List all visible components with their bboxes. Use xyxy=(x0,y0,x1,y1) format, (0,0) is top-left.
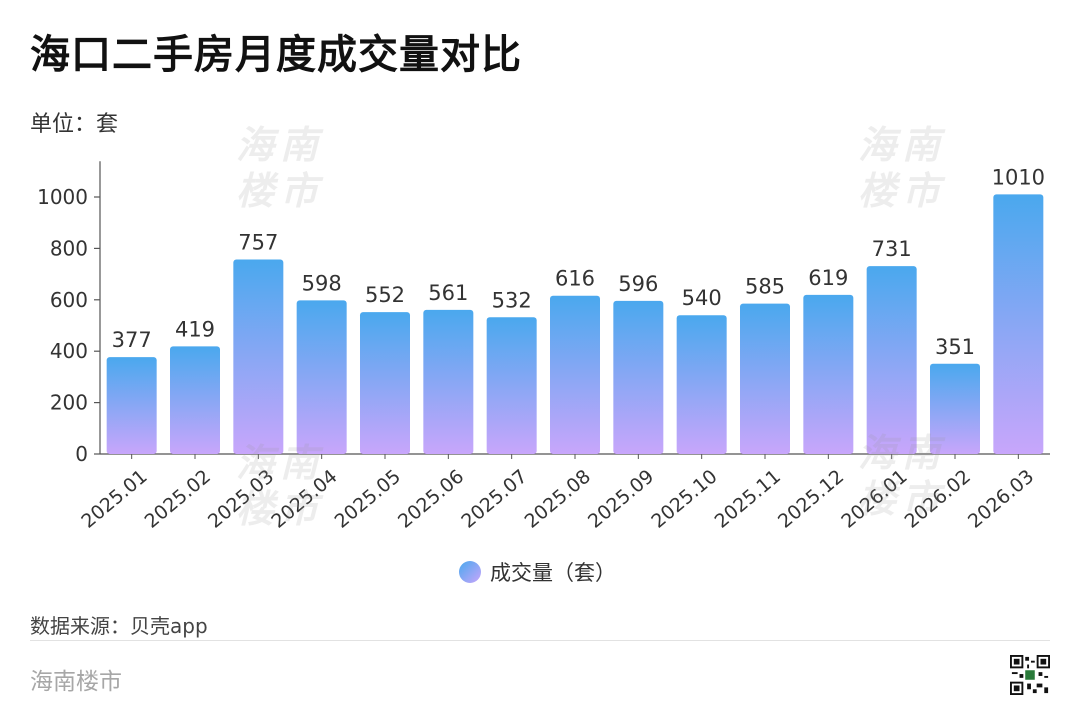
x-tick-label: 2025.09 xyxy=(584,465,658,532)
bar xyxy=(296,300,347,454)
qr-code-icon xyxy=(1010,655,1050,695)
x-tick-label: 2025.08 xyxy=(521,465,595,532)
bar-value-label: 351 xyxy=(935,335,975,359)
x-tick-label: 2026.03 xyxy=(964,465,1038,532)
y-tick-label: 1000 xyxy=(37,185,88,209)
bar xyxy=(993,194,1044,454)
x-tick-label: 2025.06 xyxy=(394,465,468,532)
bar-value-label: 419 xyxy=(175,317,215,341)
bar xyxy=(803,294,854,454)
x-tick-label: 2025.04 xyxy=(267,465,341,532)
bar xyxy=(866,266,917,454)
x-tick-label: 2025.07 xyxy=(457,465,531,532)
footer-brand: 海南楼市 xyxy=(30,669,122,695)
data-source: 数据来源：贝壳app xyxy=(30,614,208,638)
x-tick-label: 2026.01 xyxy=(837,465,911,532)
y-tick-label: 0 xyxy=(75,442,88,466)
bar-value-label: 616 xyxy=(555,267,595,291)
bar xyxy=(360,312,410,454)
x-tick-label: 2025.12 xyxy=(774,465,848,532)
bar-value-label: 540 xyxy=(682,286,722,310)
y-tick-label: 400 xyxy=(50,339,88,363)
bar-value-label: 561 xyxy=(428,281,468,305)
bar xyxy=(676,315,727,454)
bar xyxy=(550,295,600,454)
bar xyxy=(170,346,220,454)
legend-label: 成交量（套） xyxy=(490,561,616,585)
bar xyxy=(930,363,980,454)
x-tick-label: 2025.11 xyxy=(711,465,785,532)
x-tick-label: 2025.03 xyxy=(204,465,278,532)
bar-value-label: 757 xyxy=(238,230,278,254)
bar-value-label: 552 xyxy=(365,283,405,307)
bar xyxy=(106,357,157,454)
divider xyxy=(30,640,1050,641)
bar-value-label: 532 xyxy=(492,288,532,312)
bar xyxy=(486,317,537,454)
bar xyxy=(233,259,284,454)
x-tick-label: 2025.10 xyxy=(647,465,721,532)
legend-swatch xyxy=(459,561,481,583)
bar-chart: 020040060080010002025.012025.022025.0320… xyxy=(37,161,1050,585)
y-tick-label: 200 xyxy=(50,391,88,415)
bar-value-label: 731 xyxy=(872,237,912,261)
bar-value-label: 1010 xyxy=(992,165,1045,189)
bar xyxy=(423,309,474,454)
x-tick-label: 2025.05 xyxy=(331,465,405,532)
x-tick-label: 2026.02 xyxy=(901,465,975,532)
y-tick-label: 800 xyxy=(50,236,88,260)
x-tick-label: 2025.01 xyxy=(77,465,151,532)
bar-value-label: 598 xyxy=(302,271,342,295)
bar-value-label: 377 xyxy=(112,328,152,352)
bar-value-label: 585 xyxy=(745,275,785,299)
x-tick-label: 2025.02 xyxy=(141,465,215,532)
bar-value-label: 619 xyxy=(808,266,848,290)
bar-value-label: 596 xyxy=(618,272,658,296)
bar xyxy=(740,303,790,454)
y-tick-label: 600 xyxy=(50,288,88,312)
bar xyxy=(613,300,664,454)
chart-title: 海口二手房月度成交量对比 xyxy=(30,32,522,78)
unit-label: 单位：套 xyxy=(30,112,119,137)
